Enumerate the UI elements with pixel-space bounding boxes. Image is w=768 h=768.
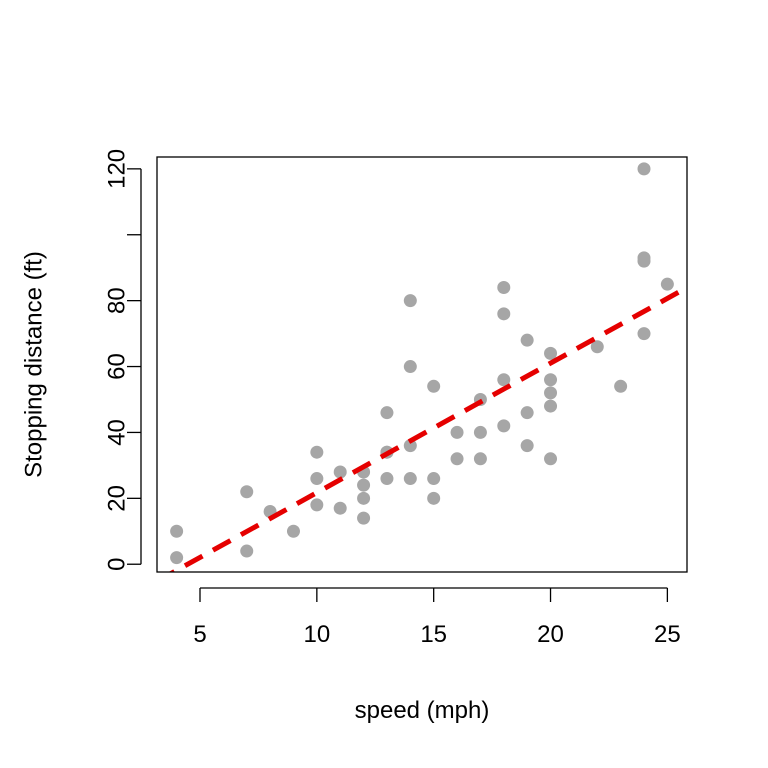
data-point xyxy=(380,472,394,486)
data-point xyxy=(333,501,347,515)
y-tick-label: 60 xyxy=(104,353,131,380)
data-point xyxy=(544,346,558,360)
data-point xyxy=(427,379,441,393)
data-point xyxy=(310,472,324,486)
y-tick-label: 0 xyxy=(104,558,131,571)
data-point xyxy=(403,472,417,486)
data-point xyxy=(170,524,184,538)
data-point xyxy=(660,277,674,291)
data-point xyxy=(333,465,347,479)
data-point xyxy=(240,544,254,558)
data-point xyxy=(450,425,464,439)
data-point xyxy=(380,406,394,420)
x-axis-title: speed (mph) xyxy=(355,697,490,724)
data-point xyxy=(310,445,324,459)
data-point xyxy=(544,386,558,400)
data-point xyxy=(403,294,417,308)
x-tick-label: 10 xyxy=(303,621,330,648)
fit-line-layer xyxy=(168,285,687,572)
y-tick-label: 20 xyxy=(104,485,131,512)
data-point xyxy=(357,478,371,492)
data-point xyxy=(427,491,441,505)
data-point xyxy=(520,439,534,453)
y-tick-label: 40 xyxy=(104,419,131,446)
data-point xyxy=(427,472,441,486)
data-point xyxy=(544,373,558,387)
data-point xyxy=(520,406,534,420)
x-tick-label: 15 xyxy=(420,621,447,648)
data-point xyxy=(240,485,254,499)
data-point xyxy=(544,452,558,466)
data-point xyxy=(170,551,184,565)
data-point xyxy=(520,333,534,347)
data-point xyxy=(403,360,417,374)
data-point xyxy=(403,439,417,453)
data-point xyxy=(590,340,604,354)
data-point xyxy=(497,280,511,294)
data-point xyxy=(637,162,651,176)
x-tick-label: 20 xyxy=(537,621,564,648)
data-point xyxy=(544,399,558,413)
y-tick-label: 120 xyxy=(104,149,131,189)
data-point xyxy=(310,498,324,512)
data-point xyxy=(286,524,300,538)
x-tick-label: 5 xyxy=(193,621,206,648)
data-point xyxy=(357,511,371,525)
data-point xyxy=(357,491,371,505)
data-point xyxy=(497,373,511,387)
data-point xyxy=(497,307,511,321)
data-point xyxy=(450,452,464,466)
x-tick-label: 25 xyxy=(654,621,681,648)
fit-line xyxy=(168,285,687,572)
data-point xyxy=(473,425,487,439)
x-axis: 5 10 15 20 25 xyxy=(193,587,681,648)
data-point xyxy=(497,419,511,433)
points-layer xyxy=(170,162,674,565)
y-tick-label: 80 xyxy=(104,287,131,314)
data-point xyxy=(614,379,628,393)
data-point xyxy=(637,251,651,265)
plot-area-border xyxy=(156,156,688,573)
data-point xyxy=(473,452,487,466)
data-point xyxy=(637,327,651,341)
y-axis-title: Stopping distance (ft) xyxy=(21,251,48,478)
y-axis: 0 20 40 60 80 120 xyxy=(104,149,142,571)
